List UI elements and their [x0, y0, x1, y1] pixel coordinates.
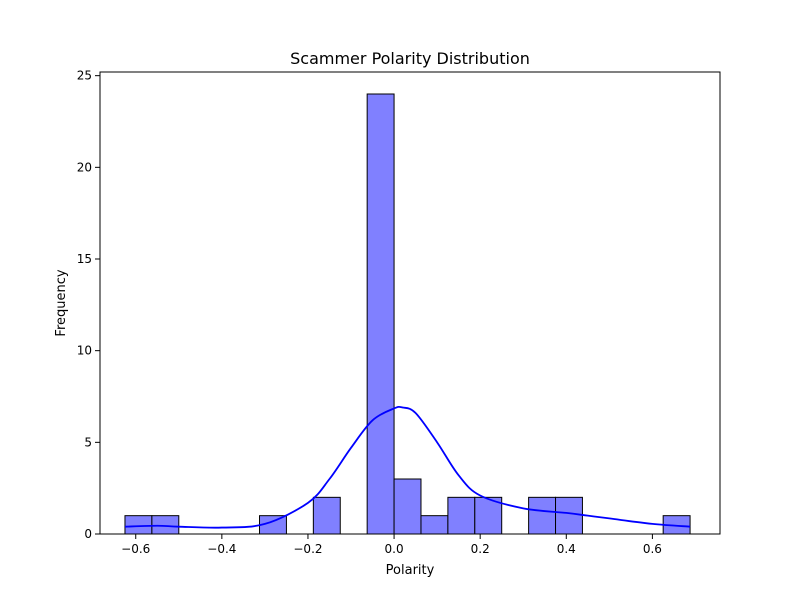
kde-curve — [124, 405, 691, 529]
histogram-bar-6 — [420, 515, 449, 535]
y-axis-label: Frequency — [54, 269, 69, 336]
histogram-bar-3 — [312, 496, 341, 535]
y-tick-label-4: 20 — [77, 160, 92, 174]
bars-group — [124, 93, 691, 535]
x-axis-ticks: −0.6 −0.4 −0.2 0.0 0.2 0.4 0.6 — [121, 534, 662, 556]
x-tick-label-3: 0.0 — [385, 542, 404, 556]
y-tick-label-2: 10 — [77, 344, 92, 358]
x-tick-label-6: 0.6 — [643, 542, 662, 556]
y-tick-label-0: 0 — [84, 527, 92, 541]
histogram-bar-5 — [393, 478, 422, 535]
x-tick-label-1: −0.4 — [207, 542, 236, 556]
y-axis-ticks: 0 5 10 15 20 25 — [77, 69, 100, 541]
chart-title: Scammer Polarity Distribution — [290, 49, 530, 68]
x-tick-label-5: 0.4 — [557, 542, 576, 556]
y-tick-label-5: 25 — [77, 69, 92, 83]
plot-area-frame — [99, 71, 721, 535]
histogram-bar-1 — [151, 515, 180, 535]
x-tick-label-0: −0.6 — [121, 542, 150, 556]
histogram-bar-4 — [366, 93, 395, 535]
x-axis-label: Polarity — [386, 563, 435, 578]
histogram-bar-0 — [124, 515, 153, 535]
histogram-bar-8 — [474, 496, 503, 535]
histogram-bar-7 — [447, 496, 476, 535]
y-tick-label-3: 15 — [77, 252, 92, 266]
x-tick-label-4: 0.2 — [471, 542, 490, 556]
histogram-bar-10 — [555, 496, 583, 535]
x-tick-label-2: −0.2 — [293, 542, 322, 556]
histogram-bar-9 — [528, 496, 557, 535]
y-tick-label-1: 5 — [84, 435, 92, 449]
